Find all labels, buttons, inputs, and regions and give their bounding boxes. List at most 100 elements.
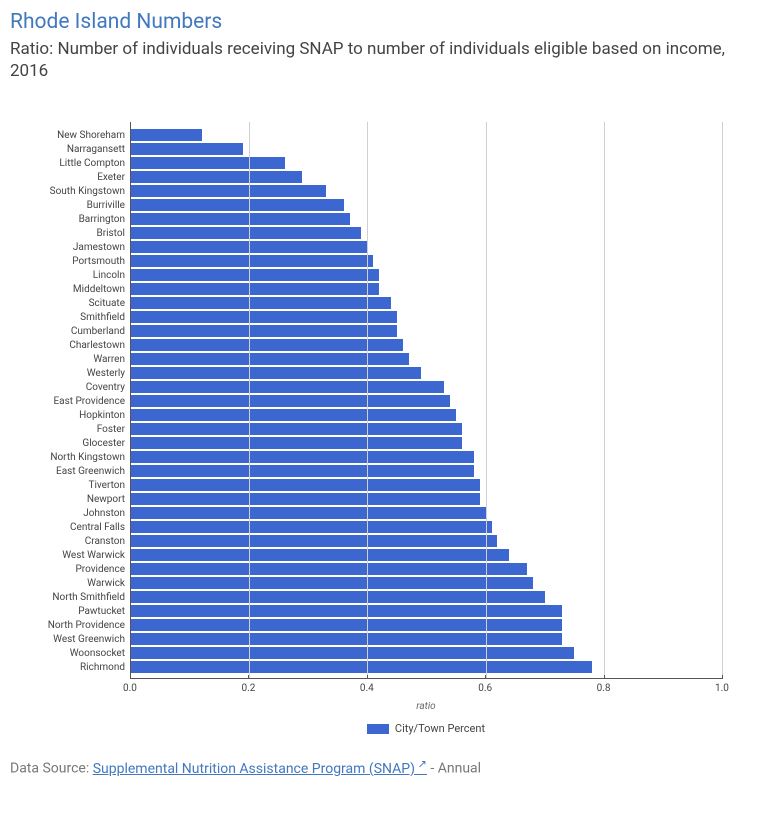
gridline <box>367 122 368 678</box>
bar <box>131 381 444 393</box>
bar-row: Lincoln <box>131 268 722 282</box>
bar <box>131 171 302 183</box>
bar-row: Scituate <box>131 296 722 310</box>
bar-row: Providence <box>131 562 722 576</box>
gridline <box>249 122 250 678</box>
bar-row: Tiverton <box>131 478 722 492</box>
x-tick-label: 0.8 <box>597 683 611 694</box>
bar-row: Middeltown <box>131 282 722 296</box>
bar <box>131 325 397 337</box>
bar-label: East Greenwich <box>56 466 131 477</box>
bar <box>131 549 509 561</box>
bar-row: Woonsocket <box>131 646 722 660</box>
bar <box>131 227 361 239</box>
data-source-link[interactable]: Supplemental Nutrition Assistance Progra… <box>93 761 427 777</box>
bar <box>131 493 480 505</box>
bar-row: West Greenwich <box>131 632 722 646</box>
bar <box>131 423 462 435</box>
bar-row: Pawtucket <box>131 604 722 618</box>
bar-row: Warwick <box>131 576 722 590</box>
bar-label: Scituate <box>89 298 131 309</box>
bar-label: Pawtucket <box>78 606 131 617</box>
bar-row: Bristol <box>131 226 722 240</box>
bar <box>131 311 397 323</box>
bar-row: Foster <box>131 422 722 436</box>
bar <box>131 199 344 211</box>
bar-row: Westerly <box>131 366 722 380</box>
bar-row: Portsmouth <box>131 254 722 268</box>
bar-row: Glocester <box>131 436 722 450</box>
bar <box>131 129 202 141</box>
bar <box>131 563 527 575</box>
bar <box>131 661 592 673</box>
bar-label: Cranston <box>85 536 131 547</box>
bar <box>131 409 456 421</box>
bar-label: Newport <box>87 494 131 505</box>
bar-label: South Kingstown <box>50 186 131 197</box>
bar-label: Coventry <box>86 382 131 393</box>
bar-row: North Providence <box>131 618 722 632</box>
x-tick-mark <box>130 675 131 679</box>
bars-group: New ShorehamNarragansettLittle ComptonEx… <box>131 122 722 674</box>
bar <box>131 619 562 631</box>
bar-label: Burriville <box>87 200 131 211</box>
bar-label: Richmond <box>80 662 131 673</box>
x-tick-mark <box>367 675 368 679</box>
external-link-icon: ↗ <box>415 757 427 770</box>
x-axis-label: ratio <box>130 701 722 712</box>
bar-label: Foster <box>97 424 131 435</box>
chart-subtitle: Ratio: Number of individuals receiving S… <box>10 38 762 82</box>
bar <box>131 605 562 617</box>
bar-row: East Greenwich <box>131 464 722 478</box>
bar <box>131 451 474 463</box>
legend-label: City/Town Percent <box>395 722 485 735</box>
bar <box>131 577 533 589</box>
bar-label: Providence <box>75 564 131 575</box>
bar-row: Hopkinton <box>131 408 722 422</box>
bar-label: North Kingstown <box>50 452 131 463</box>
x-tick-mark <box>485 675 486 679</box>
bar <box>131 143 243 155</box>
x-tick-mark <box>722 675 723 679</box>
bar-row: Barrington <box>131 212 722 226</box>
bar-label: Portsmouth <box>72 256 131 267</box>
page-title: Rhode Island Numbers <box>10 10 762 34</box>
bar <box>131 465 474 477</box>
x-axis: 0.00.20.40.60.81.0 <box>130 678 722 699</box>
bar-label: Johnston <box>83 508 131 519</box>
bar-label: Woonsocket <box>70 648 131 659</box>
bar-row: Newport <box>131 492 722 506</box>
bar <box>131 521 492 533</box>
plot-area: New ShorehamNarragansettLittle ComptonEx… <box>130 122 722 678</box>
bar-label: Middeltown <box>73 284 131 295</box>
bar <box>131 339 403 351</box>
bar-row: Warren <box>131 352 722 366</box>
x-tick-label: 0.4 <box>360 683 374 694</box>
bar-row: Burriville <box>131 198 722 212</box>
bar-row: Exeter <box>131 170 722 184</box>
bar-row: Coventry <box>131 380 722 394</box>
x-tick-label: 0.6 <box>478 683 492 694</box>
data-source-suffix: - Annual <box>427 761 481 777</box>
gridline <box>722 122 723 678</box>
bar-label: Warwick <box>87 578 131 589</box>
bar-row: Richmond <box>131 660 722 674</box>
chart-container: New ShorehamNarragansettLittle ComptonEx… <box>10 122 762 735</box>
bar-label: Glocester <box>82 438 131 449</box>
bar-label: Central Falls <box>70 522 131 533</box>
bar-row: South Kingstown <box>131 184 722 198</box>
bar-label: North Providence <box>48 620 131 631</box>
bar-label: Charlestown <box>69 340 131 351</box>
bar-row: Cranston <box>131 534 722 548</box>
bar-label: Westerly <box>87 368 131 379</box>
bar-label: Lincoln <box>93 270 131 281</box>
bar-row: East Providence <box>131 394 722 408</box>
bar-row: North Smithfield <box>131 590 722 604</box>
bar-row: Little Compton <box>131 156 722 170</box>
bar <box>131 633 562 645</box>
bar-label: Tiverton <box>88 480 131 491</box>
bar-label: Narragansett <box>67 144 131 155</box>
bar <box>131 591 545 603</box>
bar-label: Jamestown <box>73 242 131 253</box>
gridline <box>486 122 487 678</box>
